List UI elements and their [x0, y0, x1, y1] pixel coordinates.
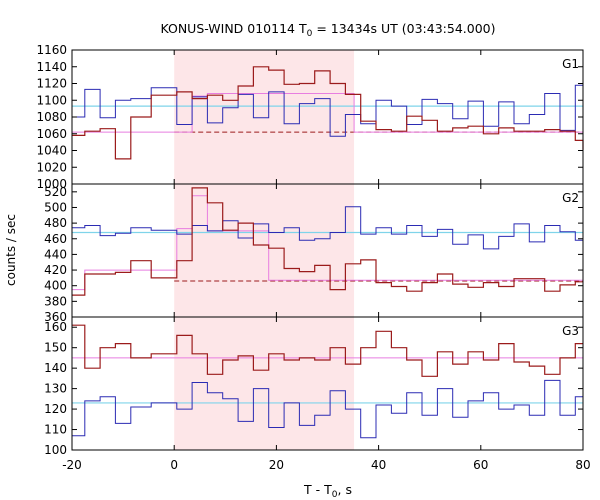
panel-g3-label: G3 — [562, 324, 579, 338]
x-tick-label: 0 — [170, 458, 178, 472]
panel-g1-ytick-label: 1100 — [36, 93, 67, 107]
panel-g2-ytick-label: 520 — [44, 185, 67, 199]
panel-g2-ytick-label: 440 — [44, 247, 67, 261]
x-axis-label-rest: , s — [338, 482, 352, 497]
series-layer — [72, 66, 584, 439]
panel-g3-ytick-label: 140 — [44, 361, 67, 375]
panel-g3-ytick-label: 130 — [44, 382, 67, 396]
panel-g1-ytick-label: 1040 — [36, 144, 67, 158]
panel-g2-ytick-label: 400 — [44, 279, 67, 293]
y-axis-label: counts / sec — [4, 214, 18, 286]
chart-title: KONUS-WIND 010114 T0 = 13434s UT (03:43:… — [160, 21, 495, 39]
panel-g3-shaded-interval — [174, 317, 355, 450]
x-axis-label: T - T0, s — [303, 482, 352, 500]
panel-g2-ytick-label: 500 — [44, 200, 67, 214]
panel-g3-ytick-label: 120 — [44, 402, 67, 416]
panel-g3-ytick-label: 160 — [44, 320, 67, 334]
panel-g1-label: G1 — [562, 57, 579, 71]
panel-g1-ytick-label: 1060 — [36, 127, 67, 141]
x-axis-label-subscript: 0 — [332, 490, 338, 500]
chart-title-main: KONUS-WIND 010114 T — [160, 21, 306, 36]
panel-g2-ytick-label: 360 — [44, 310, 67, 324]
panel-g1-ytick-label: 1020 — [36, 160, 67, 174]
panel-g2-ytick-label: 460 — [44, 232, 67, 246]
panel-g2-red-series — [72, 187, 583, 296]
chart-title-rest: = 13434s UT (03:43:54.000) — [312, 21, 495, 36]
x-tick-label: 80 — [575, 458, 590, 472]
panel-g3-frame — [71, 316, 584, 451]
x-axis-label-main: T - T — [303, 482, 332, 497]
x-tick-label: 40 — [371, 458, 386, 472]
panel-g2-blue-series — [72, 206, 583, 250]
panel-g1-ytick-label: 1000 — [36, 177, 67, 191]
tick-labels: 100010201040106010801100112011401160G136… — [36, 43, 590, 472]
panel-g3-ytick-label: 150 — [44, 341, 67, 355]
panel-g3-ytick-label: 110 — [44, 423, 67, 437]
chart-title-subscript: 0 — [307, 29, 313, 39]
panel-g2-shaded-interval — [174, 184, 355, 317]
x-tick-label: 60 — [473, 458, 488, 472]
panel-g2-ytick-label: 420 — [44, 263, 67, 277]
panel-g2-label: G2 — [562, 191, 579, 205]
x-tick-label: -20 — [62, 458, 82, 472]
panel-g3-red-series — [72, 324, 583, 377]
panel-g1-ytick-label: 1160 — [36, 43, 67, 57]
panel-g3-ytick-label: 100 — [44, 443, 67, 457]
panel-g3-blue-series — [72, 379, 583, 439]
x-tick-label: 20 — [269, 458, 284, 472]
shaded-interval-layer — [174, 50, 355, 450]
panel-g1-ytick-label: 1120 — [36, 77, 67, 91]
panel-g1-red-series — [72, 66, 584, 160]
panel-g1-blue-series — [72, 84, 583, 137]
panel-g2-ytick-label: 480 — [44, 216, 67, 230]
panel-frames — [71, 49, 584, 451]
panel-g1-shaded-interval — [174, 50, 355, 184]
panel-g1-ytick-label: 1140 — [36, 60, 67, 74]
panel-g2-ytick-label: 380 — [44, 294, 67, 308]
panel-g1-ytick-label: 1080 — [36, 110, 67, 124]
